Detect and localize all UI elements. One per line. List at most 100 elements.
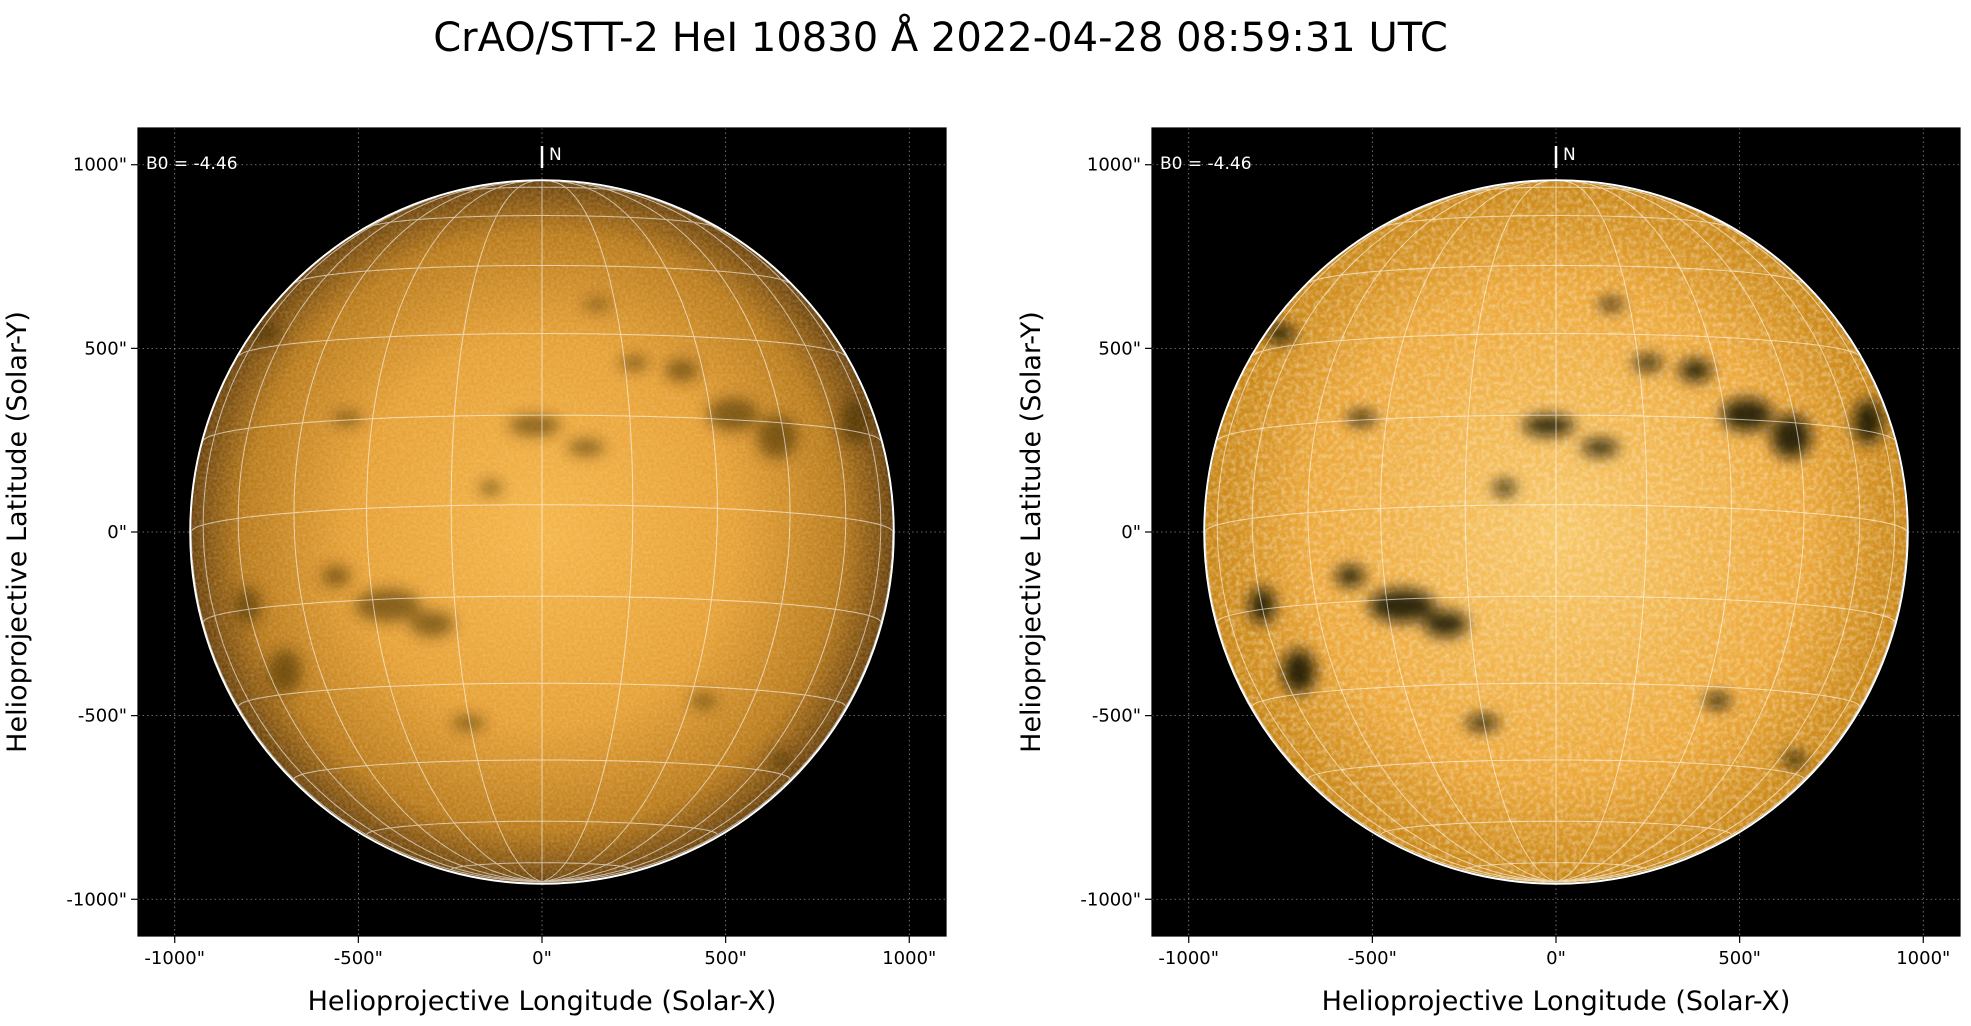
dark-region <box>619 355 649 371</box>
y-tick-label: -1000" <box>66 889 127 910</box>
x-tick-label: 1000" <box>1896 948 1950 969</box>
heliographic-grid <box>191 181 893 883</box>
y-tick-label: 500" <box>84 338 127 359</box>
dark-region <box>479 480 502 496</box>
parallel-line <box>1309 265 1803 284</box>
meridian-line <box>1555 181 1648 883</box>
dark-region <box>769 752 792 768</box>
parallel-line <box>368 215 716 228</box>
b0-label: B0 = -4.46 <box>1160 154 1252 174</box>
y-tick-label: 1000" <box>73 155 127 176</box>
dark-region <box>409 610 454 637</box>
meridian-line <box>237 184 543 883</box>
meridian-line <box>293 182 543 883</box>
y-tick-label: -1000" <box>1080 889 1141 910</box>
x-tick-label: 0" <box>532 948 552 969</box>
parallel-line <box>1216 595 1896 623</box>
meridian-line <box>1307 182 1557 883</box>
parallel-line <box>1252 332 1860 356</box>
dark-region <box>1423 610 1468 637</box>
dark-region <box>1282 649 1316 694</box>
y-tick-label: 0" <box>1121 522 1141 543</box>
y-tick-label: 0" <box>107 522 127 543</box>
y-axis-label: Helioprojective Latitude (Solar-Y) <box>1016 311 1047 753</box>
y-tick-label: -500" <box>1092 706 1141 727</box>
parallel-line <box>1205 504 1907 533</box>
dark-region <box>1368 588 1435 622</box>
dark-region <box>839 399 869 444</box>
dark-region <box>1493 480 1516 496</box>
parallel-line <box>1380 820 1732 835</box>
dark-region <box>584 298 610 310</box>
dark-region <box>354 588 421 622</box>
meridian-line <box>366 181 543 883</box>
dark-region <box>251 324 282 343</box>
dark-region <box>1335 565 1366 587</box>
dark-region <box>321 565 352 587</box>
meridian-line <box>541 184 847 883</box>
dark-region <box>1522 415 1575 436</box>
y-tick-label: 1000" <box>1087 155 1141 176</box>
dark-region <box>1704 693 1731 709</box>
meridian-line <box>1555 181 1732 883</box>
parallel-line <box>191 504 893 533</box>
dark-region <box>1679 359 1713 382</box>
b0-label: B0 = -4.46 <box>146 154 238 174</box>
y-tick-label: -500" <box>78 706 127 727</box>
parallel-line <box>1307 759 1805 780</box>
parallel-line <box>238 332 846 356</box>
dark-region <box>268 649 302 694</box>
parallel-line <box>293 759 791 780</box>
parallel-line <box>1469 186 1643 193</box>
parallel-line <box>1464 862 1648 870</box>
meridian-line <box>450 181 543 883</box>
dark-region <box>1346 411 1377 425</box>
dark-region <box>756 414 798 459</box>
meridian-line <box>541 182 791 883</box>
parallel-line <box>450 862 634 870</box>
dark-region <box>1265 324 1296 343</box>
x-tick-label: -1000" <box>144 948 205 969</box>
x-tick-label: 500" <box>1718 948 1761 969</box>
parallel-line <box>295 265 789 284</box>
dark-region <box>707 397 759 431</box>
meridian-line <box>1251 184 1557 883</box>
parallel-line <box>366 820 718 835</box>
dark-region <box>1783 752 1806 768</box>
meridian-line <box>1555 182 1805 883</box>
solar-limb <box>1203 179 1909 885</box>
x-tick-label: 0" <box>1546 948 1566 969</box>
figure-title: CrAO/STT-2 HeI 10830 Å 2022-04-28 08:59:… <box>433 15 1448 61</box>
x-tick-label: 500" <box>704 948 747 969</box>
dark-region <box>1853 399 1883 444</box>
x-axis-label: Helioprojective Longitude (Solar-X) <box>1322 986 1791 1017</box>
parallel-line <box>1251 682 1861 707</box>
dark-region <box>567 439 605 456</box>
solar-panel-left: N B0 = -4.46 -1000" 1000" -500" 500" 0" 0" 500" -… <box>2 127 947 1017</box>
meridian-line <box>541 181 718 883</box>
parallel-line <box>1216 414 1896 441</box>
meridian-line <box>1555 184 1861 883</box>
x-tick-label: 1000" <box>882 948 936 969</box>
dark-region <box>1581 439 1619 456</box>
meridian-line <box>1380 181 1557 883</box>
parallel-line <box>202 414 882 441</box>
parallel-line <box>237 682 847 707</box>
dark-regions <box>235 298 869 768</box>
dark-region <box>508 415 561 436</box>
dark-region <box>332 411 363 425</box>
solar-panel-right: N B0 = -4.46 -1000" 1000" -500" 500" 0" 0" 500" -… <box>1016 127 1961 1017</box>
dark-region <box>690 693 717 709</box>
parallel-line <box>1382 215 1730 228</box>
meridian-line <box>1464 181 1557 883</box>
north-label: N <box>549 145 562 165</box>
heliographic-grid <box>1205 181 1907 883</box>
x-tick-label: -500" <box>334 948 383 969</box>
meridian-line <box>541 181 634 883</box>
north-label: N <box>1563 145 1576 165</box>
dark-region <box>1721 397 1773 431</box>
y-axis-label: Helioprojective Latitude (Solar-Y) <box>2 311 33 753</box>
dark-region <box>1770 414 1812 459</box>
dark-region <box>665 359 699 382</box>
